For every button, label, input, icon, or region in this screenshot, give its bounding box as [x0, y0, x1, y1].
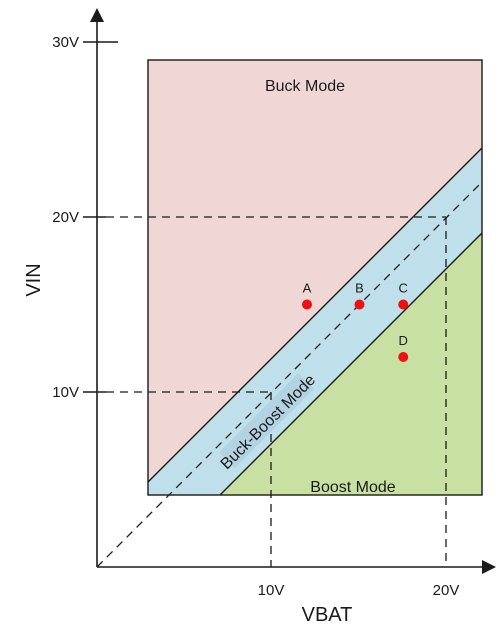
- buck-boost-lower-boundary: [219, 232, 483, 496]
- y-tick-label-30v: 30V: [52, 34, 79, 51]
- y-axis-title: VIN: [23, 263, 45, 296]
- operating-area-border: [147, 59, 483, 496]
- point-a-marker: [302, 299, 312, 310]
- point-d-label: D: [399, 333, 408, 348]
- buck-mode-label: Buck Mode: [265, 78, 345, 95]
- x-tick-label-20v: 20V: [433, 582, 460, 599]
- y-tick-label-10v: 10V: [52, 384, 79, 401]
- point-b-marker: [354, 299, 365, 310]
- x-axis-arrow: [482, 560, 496, 574]
- operating-points: A B C D: [302, 281, 409, 362]
- point-c-marker: [398, 299, 409, 310]
- x-axis-title: VBAT: [302, 604, 353, 626]
- buck-boost-mode-region: [148, 148, 482, 495]
- point-a-label: A: [303, 281, 312, 296]
- x-tick-label-10v: 10V: [258, 582, 285, 599]
- buck-boost-upper-boundary: [147, 147, 483, 483]
- point-c-label: C: [399, 281, 408, 296]
- vin-equals-vbat-line: [96, 181, 483, 568]
- point-b-label: B: [355, 281, 364, 296]
- point-d-marker: [398, 352, 409, 362]
- buck-boost-label-highlight: [219, 373, 314, 468]
- y-axis-arrow: [90, 8, 104, 22]
- boost-mode-label: Boost Mode: [310, 479, 395, 496]
- y-tick-label-20v: 20V: [52, 209, 79, 226]
